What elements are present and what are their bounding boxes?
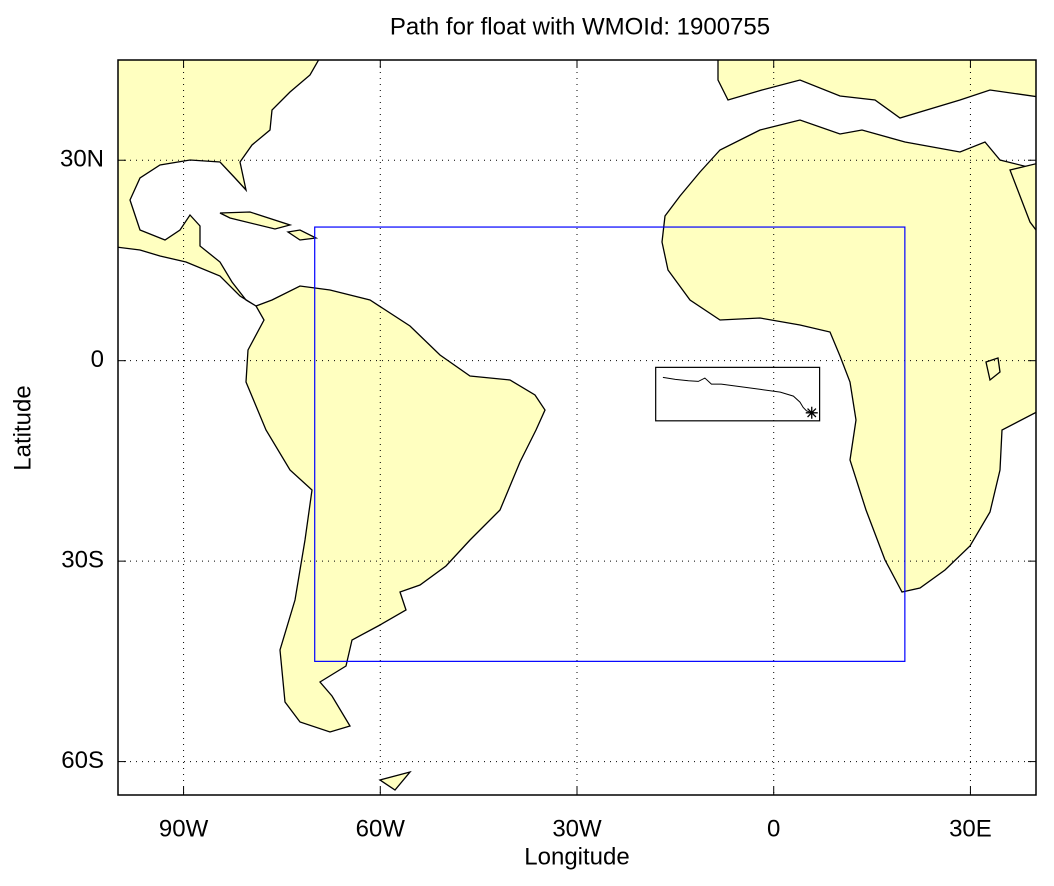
island — [378, 770, 412, 791]
north-america — [118, 60, 320, 307]
x-tick-label: 60W — [356, 815, 406, 842]
x-tick-label: 30E — [949, 815, 992, 842]
y-tick-label: 60S — [61, 747, 104, 774]
x-tick-label: 90W — [159, 815, 209, 842]
y-tick-label: 0 — [91, 346, 104, 373]
island — [985, 357, 1001, 382]
europe — [717, 60, 1036, 119]
x-axis-label: Longitude — [524, 843, 629, 870]
y-tick-label: 30S — [61, 546, 104, 573]
track-box — [655, 366, 821, 422]
cuba — [219, 211, 293, 230]
y-tick-label: 30N — [60, 146, 104, 173]
hispaniola — [286, 229, 319, 241]
africa — [661, 119, 1036, 593]
south-america — [245, 285, 546, 733]
float-track — [662, 376, 812, 414]
y-axis-label: Latitude — [9, 385, 36, 470]
arabia — [1009, 163, 1036, 232]
x-tick-label: 30W — [552, 815, 602, 842]
land — [118, 60, 1036, 791]
float-position — [805, 406, 818, 419]
chart-title: Path for float with WMOId: 1900755 — [390, 13, 770, 40]
plot-frame — [117, 59, 1037, 796]
x-tick-label: 0 — [767, 815, 780, 842]
region-box — [314, 226, 906, 662]
